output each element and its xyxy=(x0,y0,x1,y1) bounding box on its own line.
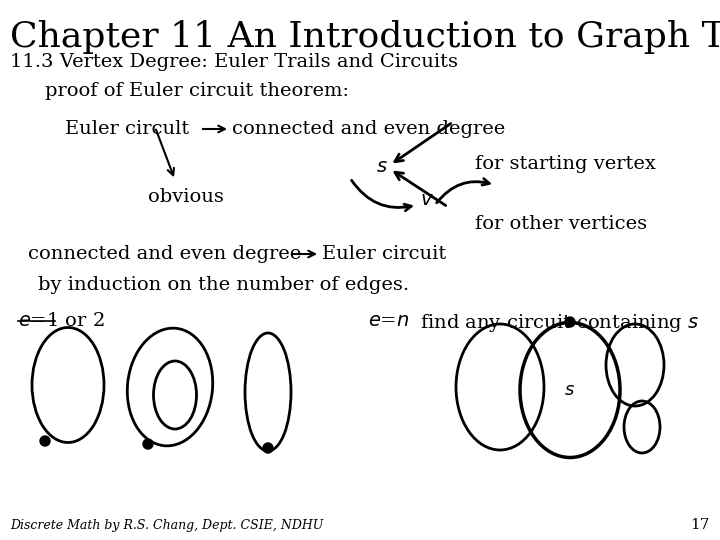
Text: for starting vertex: for starting vertex xyxy=(475,155,656,173)
Circle shape xyxy=(143,439,153,449)
Circle shape xyxy=(263,443,273,453)
Text: connected and even degree: connected and even degree xyxy=(232,120,505,138)
Text: for other vertices: for other vertices xyxy=(475,215,647,233)
Text: obvious: obvious xyxy=(148,188,224,206)
Text: proof of Euler circuit theorem:: proof of Euler circuit theorem: xyxy=(45,82,349,100)
Text: connected and even degree: connected and even degree xyxy=(28,245,301,263)
Text: find any circuit containing $\it{s}$: find any circuit containing $\it{s}$ xyxy=(420,312,699,334)
Circle shape xyxy=(40,436,50,446)
Text: $\it{e}$=$\it{n}$: $\it{e}$=$\it{n}$ xyxy=(368,312,410,330)
Text: Euler circult: Euler circult xyxy=(65,120,189,138)
Circle shape xyxy=(565,317,575,327)
Text: by induction on the number of edges.: by induction on the number of edges. xyxy=(38,276,409,294)
Text: $\it{e}$=1 or 2: $\it{e}$=1 or 2 xyxy=(18,312,104,330)
Text: $s$: $s$ xyxy=(564,381,575,399)
Text: Euler circuit: Euler circuit xyxy=(322,245,446,263)
Text: 11.3 Vertex Degree: Euler Trails and Circuits: 11.3 Vertex Degree: Euler Trails and Cir… xyxy=(10,53,458,71)
Text: Chapter 11 An Introduction to Graph Theory: Chapter 11 An Introduction to Graph Theo… xyxy=(10,20,720,55)
Text: 17: 17 xyxy=(690,518,710,532)
Text: Discrete Math by R.S. Chang, Dept. CSIE, NDHU: Discrete Math by R.S. Chang, Dept. CSIE,… xyxy=(10,519,323,532)
Text: $v$: $v$ xyxy=(420,191,433,209)
Text: $s$: $s$ xyxy=(377,158,388,176)
